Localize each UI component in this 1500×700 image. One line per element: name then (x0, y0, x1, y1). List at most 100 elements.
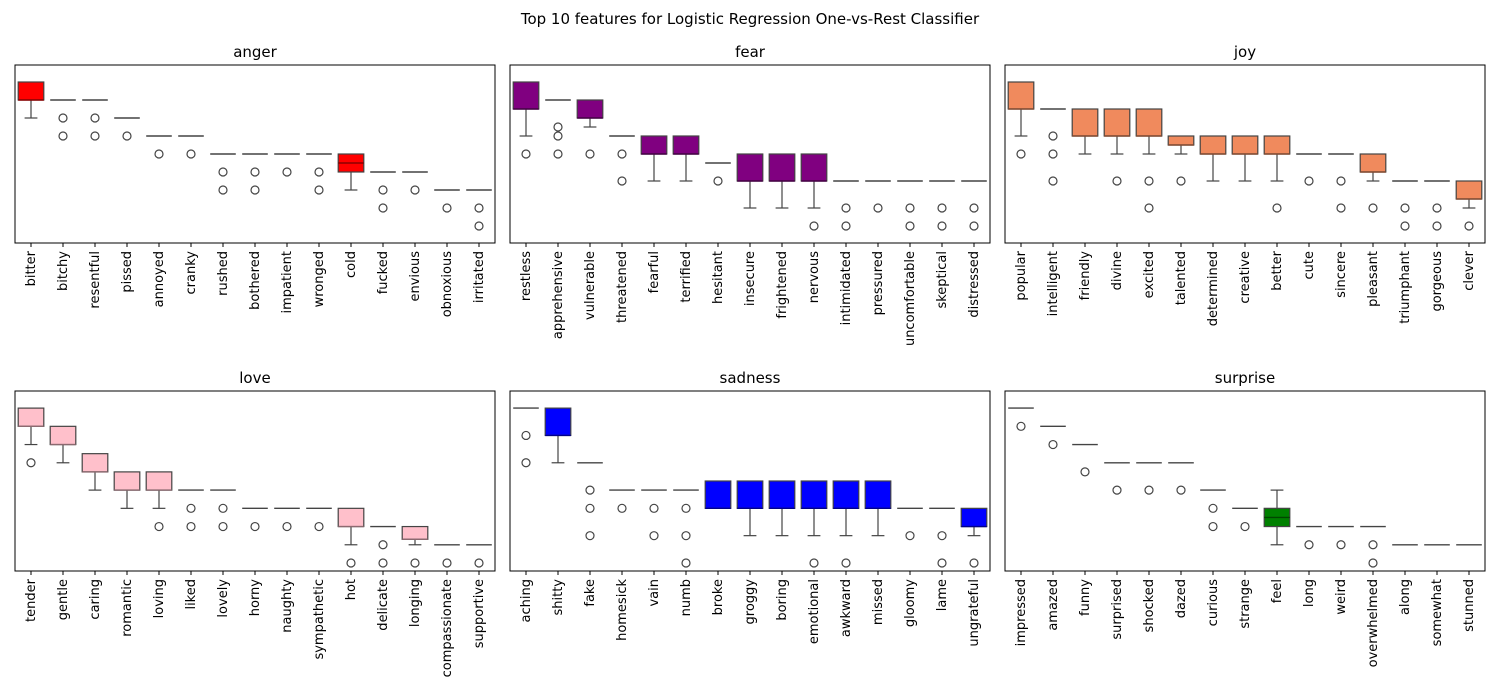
outlier-point (250, 521, 260, 532)
box-hesitant (705, 162, 731, 186)
x-tick-label: feel (1270, 579, 1285, 603)
outlier-point (1368, 540, 1378, 550)
outlier-point (474, 558, 484, 568)
outlier-point (553, 149, 563, 159)
box-body (512, 81, 540, 110)
box-surprised (1104, 462, 1130, 495)
x-tick-label: gloomy (903, 579, 918, 627)
x-tick-label: vain (647, 579, 662, 607)
box-creative (1231, 135, 1259, 182)
subplot-title: sadness (720, 369, 781, 387)
x-tick-label: cold (344, 251, 359, 278)
outlier-point (58, 113, 68, 123)
outlier-point (1112, 485, 1122, 495)
box-supportive (466, 544, 492, 568)
subplot-love: love tender gentle caring romantic loving like… (14, 369, 496, 677)
outlier-point (713, 176, 723, 186)
box-vain (641, 489, 667, 541)
x-tick-label: restless (519, 251, 534, 301)
x-tick-label: bothered (248, 251, 263, 310)
box-caring (81, 453, 109, 491)
outlier-point (378, 558, 388, 568)
x-tick-label: ungrateful (967, 579, 982, 647)
outlier-point (1464, 221, 1474, 231)
box-liked (178, 489, 204, 532)
box-body (1263, 135, 1291, 155)
box-weird (1328, 525, 1354, 550)
x-tick-label: nervous (807, 251, 822, 303)
box-body (49, 425, 77, 446)
box-loving (145, 471, 173, 532)
outlier-point (1048, 439, 1058, 450)
box-better (1263, 135, 1291, 213)
box-resentful (82, 99, 108, 141)
box-body (1103, 108, 1131, 137)
outlier-point (442, 558, 452, 568)
outlier-point (1368, 203, 1378, 213)
box-dazed (1168, 462, 1194, 495)
box-lovely (210, 489, 236, 532)
box-gloomy (897, 507, 923, 541)
outlier-point (1176, 485, 1186, 495)
outlier-point (841, 558, 851, 568)
box-curious (1200, 489, 1226, 532)
x-tick-label: cute (1302, 251, 1317, 279)
outlier-point (26, 458, 36, 468)
x-tick-label: better (1270, 250, 1285, 290)
box-body (960, 507, 988, 528)
x-tick-label: broke (711, 579, 726, 615)
outlier-point (1048, 149, 1058, 159)
outlier-point (1208, 503, 1218, 513)
subplot-title: surprise (1215, 369, 1275, 387)
axes-frame (1004, 390, 1486, 572)
box-longing (401, 525, 429, 568)
box-gorgeous (1424, 180, 1450, 231)
box-body (864, 480, 892, 509)
x-tick-label: horny (248, 579, 263, 617)
box-boring (768, 480, 796, 537)
box-body (17, 407, 45, 427)
outlier-point (218, 521, 228, 532)
box-feel (1263, 489, 1291, 546)
outlier-point (617, 149, 627, 159)
subplot-title: fear (735, 43, 766, 61)
subplot-title: love (239, 369, 270, 387)
outlier-point (1144, 203, 1154, 213)
outlier-point (1016, 421, 1026, 431)
box-horny (242, 507, 268, 532)
x-tick-label: boring (775, 579, 790, 621)
outlier-point (809, 558, 819, 568)
x-tick-label: sympathetic (312, 579, 327, 660)
box-sympathetic (306, 507, 332, 532)
x-tick-label: along (1398, 579, 1413, 615)
outlier-point (841, 221, 851, 231)
outlier-point (649, 503, 659, 513)
x-tick-label: missed (871, 579, 886, 625)
x-tick-label: somewhat (1430, 579, 1445, 646)
x-tick-label: creative (1238, 251, 1253, 304)
outlier-point (1208, 521, 1218, 532)
x-tick-label: divine (1110, 251, 1125, 290)
outlier-point (1144, 485, 1154, 495)
box-determined (1199, 135, 1227, 182)
x-tick-label: resentful (88, 251, 103, 309)
box-nervous (800, 153, 828, 231)
x-tick-label: impressed (1014, 579, 1029, 646)
box-body (401, 525, 429, 540)
outlier-point (841, 203, 851, 213)
box-fucked (370, 171, 396, 213)
box-bitchy (50, 99, 76, 141)
outlier-point (1304, 176, 1314, 186)
x-tick-label: excited (1142, 251, 1157, 298)
outlier-point (873, 203, 883, 213)
outlier-point (553, 122, 563, 132)
outlier-point (1336, 540, 1346, 550)
x-tick-label: shocked (1142, 579, 1157, 632)
box-long (1296, 525, 1322, 550)
box-groggy (736, 480, 764, 537)
x-tick-label: wronged (312, 251, 327, 307)
box-body (1199, 135, 1227, 155)
box-hot (337, 507, 365, 568)
outlier-point (585, 485, 595, 495)
outlier-point (90, 113, 100, 123)
